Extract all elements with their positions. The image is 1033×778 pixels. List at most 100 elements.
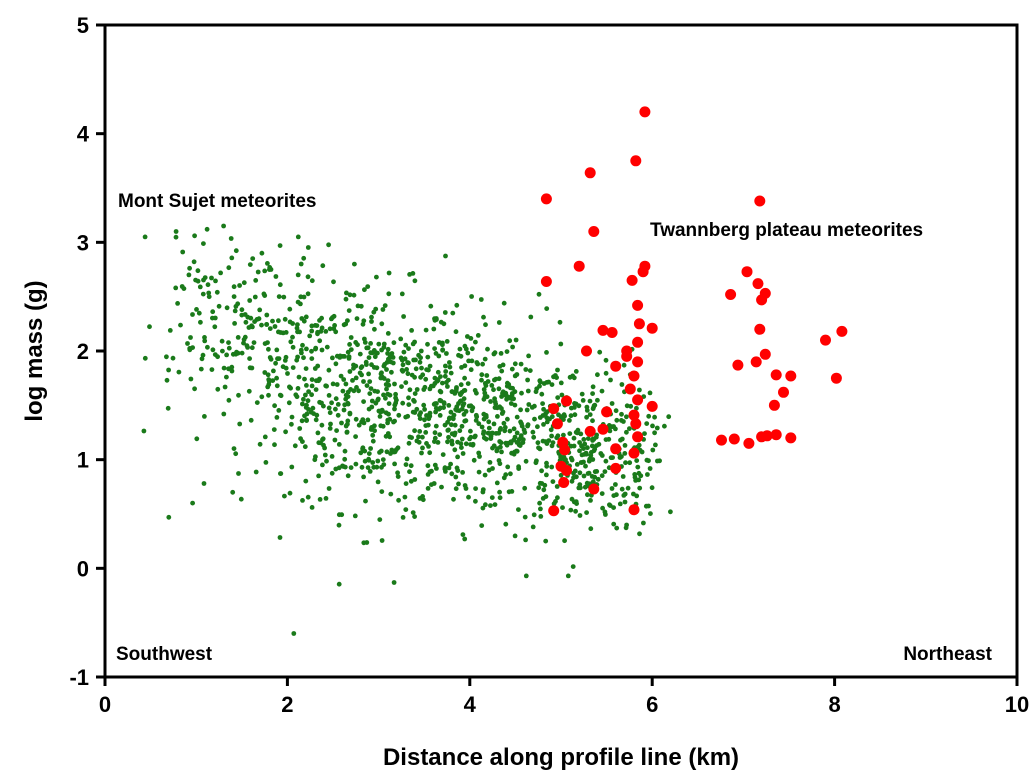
mont-sujet-point <box>369 425 374 430</box>
mont-sujet-point <box>457 398 463 404</box>
mont-sujet-point <box>164 354 169 360</box>
mont-sujet-point <box>234 349 239 355</box>
mont-sujet-point <box>538 506 543 512</box>
mont-sujet-point <box>574 462 580 467</box>
mont-sujet-point <box>228 236 234 241</box>
mont-sujet-point <box>648 511 653 516</box>
twannberg-point <box>584 167 596 179</box>
mont-sujet-point <box>388 491 394 497</box>
mont-sujet-point <box>294 325 300 331</box>
mont-sujet-point <box>309 383 315 389</box>
mont-sujet-point <box>412 428 417 434</box>
mont-sujet-point <box>445 428 451 433</box>
mont-sujet-point <box>444 339 450 344</box>
mont-sujet-point <box>265 261 270 266</box>
twannberg-point <box>573 260 585 272</box>
mont-sujet-point <box>487 460 493 465</box>
mont-sujet-point <box>317 497 323 502</box>
mont-sujet-point <box>267 355 273 360</box>
mont-sujet-point <box>224 305 230 311</box>
mont-sujet-point <box>453 329 459 335</box>
mont-sujet-point <box>425 486 431 491</box>
mont-sujet-point <box>511 426 517 432</box>
mont-sujet-point <box>575 427 581 433</box>
mont-sujet-point <box>460 451 466 456</box>
mont-sujet-point <box>318 329 324 334</box>
mont-sujet-point <box>307 333 313 339</box>
mont-sujet-point <box>531 512 537 518</box>
mont-sujet-point <box>590 479 596 485</box>
mont-sujet-point <box>447 360 452 365</box>
mont-sujet-point <box>196 310 202 316</box>
mont-sujet-point <box>411 357 417 363</box>
mont-sujet-point <box>470 405 475 410</box>
mont-sujet-point <box>209 367 215 372</box>
mont-sujet-point <box>369 398 375 404</box>
mont-sujet-point <box>230 489 236 495</box>
mont-sujet-point <box>446 416 452 422</box>
mont-sujet-point <box>544 409 550 415</box>
mont-sujet-point <box>537 415 543 420</box>
mont-sujet-point <box>450 310 456 316</box>
mont-sujet-point <box>335 412 341 418</box>
mont-sujet-point <box>259 394 265 400</box>
mont-sujet-point <box>449 471 455 477</box>
series-twannberg <box>540 106 848 517</box>
mont-sujet-point <box>443 369 449 374</box>
twannberg-point <box>624 383 636 395</box>
mont-sujet-point <box>523 573 529 579</box>
mont-sujet-point <box>313 454 318 460</box>
mont-sujet-point <box>483 322 488 328</box>
mont-sujet-point <box>315 363 321 369</box>
mont-sujet-point <box>416 439 422 445</box>
mont-sujet-point <box>486 467 492 473</box>
mont-sujet-point <box>173 285 179 291</box>
mont-sujet-point <box>466 494 471 500</box>
mont-sujet-point <box>531 434 537 440</box>
mont-sujet-point <box>377 517 383 522</box>
mont-sujet-point <box>494 480 500 486</box>
mont-sujet-point <box>265 340 270 345</box>
mont-sujet-point <box>476 421 482 427</box>
twannberg-point <box>632 336 644 348</box>
mont-sujet-point <box>550 440 556 445</box>
mont-sujet-point <box>213 278 218 284</box>
mont-sujet-point <box>434 466 439 471</box>
mont-sujet-point <box>555 495 560 501</box>
mont-sujet-point <box>579 452 585 458</box>
annotation-southwest: Southwest <box>116 644 213 665</box>
twannberg-point <box>588 226 600 237</box>
mont-sujet-point <box>416 434 421 440</box>
mont-sujet-point <box>407 387 413 393</box>
mont-sujet-point <box>300 498 305 503</box>
mont-sujet-point <box>394 397 399 403</box>
mont-sujet-point <box>634 405 639 411</box>
mont-sujet-point <box>625 485 631 491</box>
mont-sujet-point <box>289 421 294 427</box>
mont-sujet-point <box>544 380 550 385</box>
mont-sujet-point <box>501 300 507 306</box>
mont-sujet-point <box>190 312 195 317</box>
mont-sujet-point <box>525 377 530 383</box>
twannberg-point <box>752 278 764 290</box>
mont-sujet-point <box>484 373 490 378</box>
mont-sujet-point <box>572 405 577 410</box>
twannberg-point <box>639 106 651 118</box>
mont-sujet-point <box>259 250 265 256</box>
mont-sujet-point <box>327 410 333 416</box>
mont-sujet-point <box>367 391 373 396</box>
mont-sujet-point <box>481 429 487 434</box>
x-tick-label: 8 <box>828 692 840 717</box>
mont-sujet-point <box>404 367 409 372</box>
mont-sujet-point <box>434 377 440 382</box>
mont-sujet-point <box>511 437 517 443</box>
mont-sujet-point <box>425 463 431 469</box>
mont-sujet-point <box>264 312 270 318</box>
annotation-twannberg: Twannberg plateau meteorites <box>650 220 923 241</box>
mont-sujet-point <box>305 494 311 500</box>
mont-sujet-point <box>282 493 287 499</box>
mont-sujet-point <box>466 358 471 364</box>
mont-sujet-point <box>326 486 332 491</box>
twannberg-point <box>610 443 622 455</box>
mont-sujet-point <box>302 376 307 382</box>
